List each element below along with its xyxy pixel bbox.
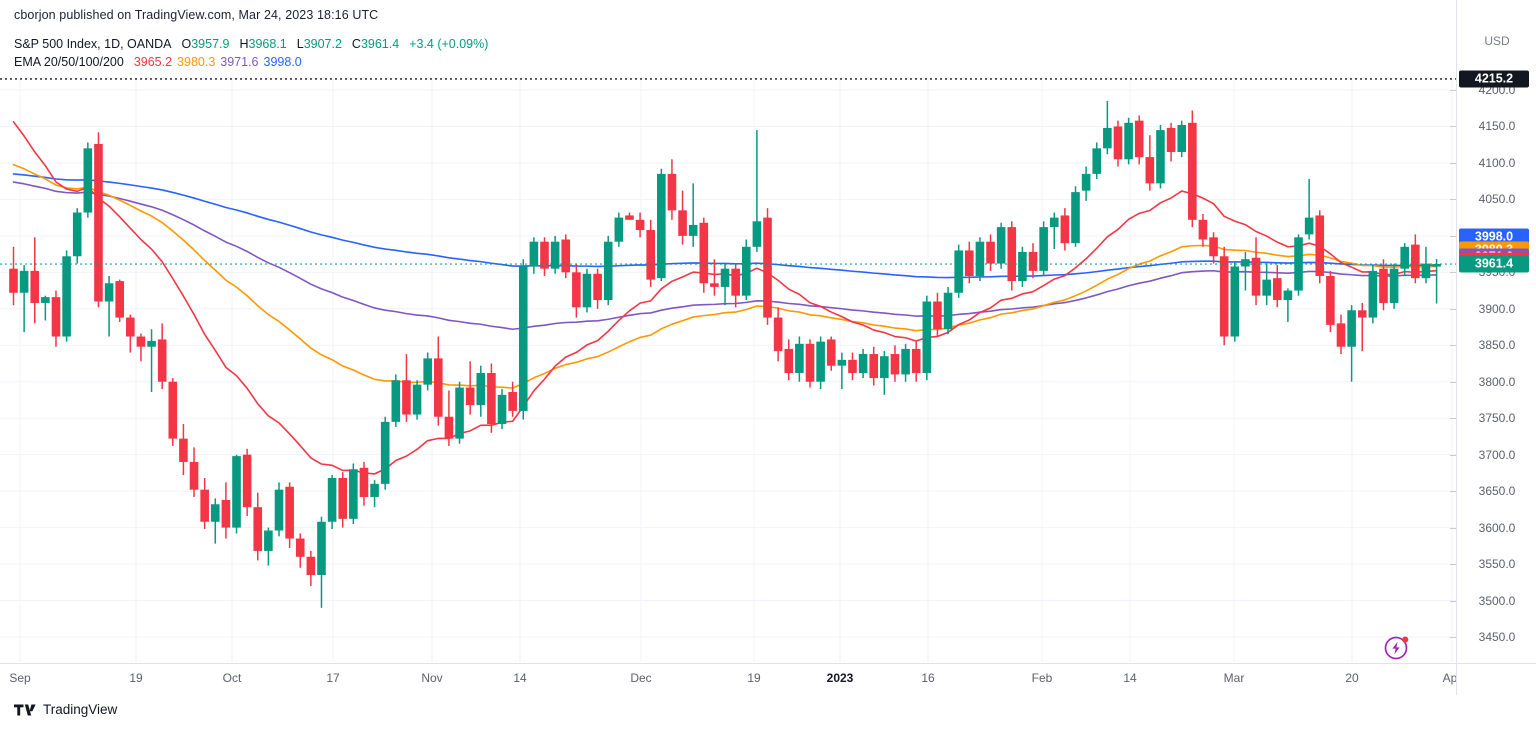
axis-corner bbox=[1456, 663, 1536, 695]
price-axis[interactable]: USD 4200.04150.04100.04050.04000.03950.0… bbox=[1450, 0, 1536, 663]
price-tick: 3700.0 bbox=[1450, 448, 1536, 462]
tick-dash bbox=[1450, 272, 1456, 274]
ema100-value: 3971.6 bbox=[220, 55, 259, 69]
price-tick: 3800.0 bbox=[1450, 375, 1536, 389]
ema200-value: 3998.0 bbox=[263, 55, 302, 69]
tick-dash bbox=[1450, 199, 1456, 201]
tick-dash bbox=[1450, 308, 1456, 310]
time-tick: Nov bbox=[421, 671, 443, 685]
time-tick: Oct bbox=[222, 671, 242, 685]
price-tick: 3450.0 bbox=[1450, 630, 1536, 644]
publisher-byline: cborjon published on TradingView.com, Ma… bbox=[14, 8, 379, 22]
time-tick: 14 bbox=[1123, 671, 1137, 685]
ema-indicator-label: EMA 20/50/100/200 bbox=[14, 55, 124, 69]
time-tick: 20 bbox=[1345, 671, 1359, 685]
time-tick: Mar bbox=[1223, 671, 1245, 685]
price-tick: 3900.0 bbox=[1450, 302, 1536, 316]
tick-dash bbox=[1450, 126, 1456, 128]
price-tick: 3850.0 bbox=[1450, 338, 1536, 352]
high-marker[interactable]: 4215.2 bbox=[1459, 70, 1529, 88]
time-tick: 2023 bbox=[826, 671, 854, 685]
time-tick: 19 bbox=[129, 671, 143, 685]
tick-dash bbox=[1450, 345, 1456, 347]
currency-label: USD bbox=[1484, 34, 1510, 48]
open-value: 3957.9 bbox=[191, 37, 230, 51]
ema20-value: 3965.2 bbox=[133, 55, 173, 69]
time-tick: Feb bbox=[1031, 671, 1053, 685]
price-tick: 4100.0 bbox=[1450, 156, 1536, 170]
time-tick: 16 bbox=[921, 671, 935, 685]
time-axis[interactable]: Sep 19 Oct 17 Nov 14 Dec 19 2023 16 Feb 14 Mar 20 Apr bbox=[0, 663, 1461, 695]
time-tick: 19 bbox=[747, 671, 761, 685]
time-tick: Dec bbox=[630, 671, 652, 685]
tradingview-mark-icon bbox=[14, 704, 36, 715]
price-tick: 4050.0 bbox=[1450, 192, 1536, 206]
tick-dash bbox=[1450, 491, 1456, 493]
tick-dash bbox=[1450, 162, 1456, 164]
symbol-title: S&P 500 Index, 1D, OANDA bbox=[14, 37, 172, 51]
price-tick: 3500.0 bbox=[1450, 594, 1536, 608]
ema200-tag[interactable]: 3998.0 bbox=[1459, 228, 1529, 246]
tick-dash bbox=[1450, 90, 1456, 91]
tick-dash bbox=[1450, 564, 1456, 566]
price-tick: 3750.0 bbox=[1450, 411, 1536, 425]
price-tick: 3650.0 bbox=[1450, 484, 1536, 498]
ema50-value: 3980.3 bbox=[177, 55, 216, 69]
tick-dash bbox=[1450, 381, 1456, 383]
chart-plot-area[interactable] bbox=[0, 76, 1456, 662]
tick-dash bbox=[1450, 637, 1456, 638]
replay-lightning-icon[interactable] bbox=[1383, 633, 1411, 661]
low-label: L bbox=[296, 37, 304, 51]
high-value: 3968.1 bbox=[248, 37, 287, 51]
close-label: C bbox=[351, 37, 361, 51]
tick-dash bbox=[1450, 454, 1456, 456]
time-tick: 17 bbox=[326, 671, 340, 685]
low-value: 3907.2 bbox=[303, 37, 342, 51]
legend-symbol-row[interactable]: S&P 500 Index, 1D, OANDA O3957.9 H3968.1 L3… bbox=[14, 36, 488, 52]
tradingview-wordmark: TradingView bbox=[43, 702, 118, 717]
tradingview-logo: TradingView bbox=[14, 702, 117, 717]
time-tick: 14 bbox=[513, 671, 527, 685]
change-value: +3.4 (+0.09%) bbox=[409, 37, 489, 51]
price-tick: 3550.0 bbox=[1450, 557, 1536, 571]
high-label: H bbox=[239, 37, 249, 51]
tick-dash bbox=[1450, 235, 1456, 237]
tick-dash bbox=[1450, 600, 1456, 602]
tick-dash bbox=[1450, 527, 1456, 529]
open-label: O bbox=[181, 37, 192, 51]
candlestick-chart[interactable] bbox=[0, 76, 1456, 662]
chart-legend: S&P 500 Index, 1D, OANDA O3957.9 H3968.1 L3… bbox=[14, 36, 488, 70]
grid-lines bbox=[0, 76, 1456, 662]
candle-series[interactable] bbox=[9, 100, 1441, 608]
legend-ema-row[interactable]: EMA 20/50/100/200 3965.2 3980.3 3971.6 3998.… bbox=[14, 54, 488, 70]
close-value: 3961.4 bbox=[360, 37, 400, 51]
tick-dash bbox=[1450, 418, 1456, 420]
last-price-tag[interactable]: 3961.4 bbox=[1459, 255, 1529, 273]
price-tick: 3600.0 bbox=[1450, 521, 1536, 535]
price-tick: 4150.0 bbox=[1450, 119, 1536, 133]
time-tick: Sep bbox=[9, 671, 31, 685]
